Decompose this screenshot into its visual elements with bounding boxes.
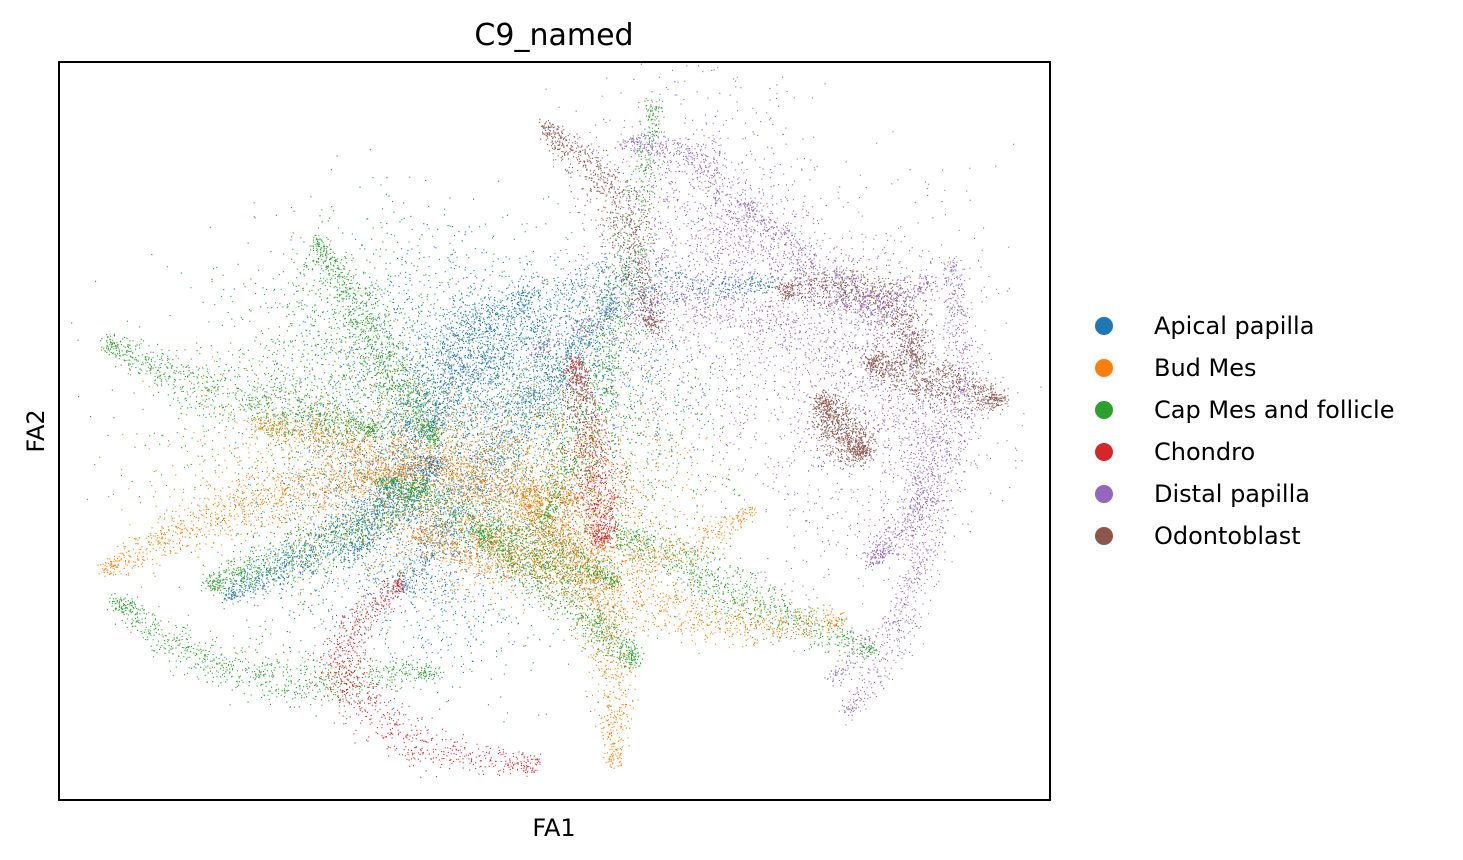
x-axis-label: FA1 [532,814,575,842]
legend-item: Apical papilla [1095,312,1314,340]
series-bud-mes [97,326,848,769]
legend-label: Distal papilla [1154,480,1310,508]
legend-item: Distal papilla [1095,480,1310,508]
legend-marker [1095,443,1113,461]
legend-marker [1095,485,1113,503]
series-cap-mes-and-follicle [71,98,880,711]
legend: Apical papilla Bud Mes Cap Mes and follicl… [1095,312,1394,550]
legend-label: Apical papilla [1154,312,1314,340]
series-points [219,149,783,731]
y-axis-label: FA2 [22,409,50,452]
legend-marker [1095,317,1113,335]
legend-item: Odontoblast [1095,522,1301,550]
plot-frame [58,61,1051,801]
legend-marker [1095,359,1113,377]
legend-item: Cap Mes and follicle [1095,396,1394,424]
legend-label: Odontoblast [1154,522,1301,550]
series-points [97,326,848,769]
legend-marker [1095,401,1113,419]
legend-label: Chondro [1154,438,1255,466]
chart-title: C9_named [474,18,633,53]
legend-item: Chondro [1095,438,1255,466]
legend-label: Bud Mes [1154,354,1257,382]
points-layer [71,63,1042,778]
legend-item: Bud Mes [1095,354,1257,382]
legend-label: Cap Mes and follicle [1154,396,1394,424]
legend-marker [1095,527,1113,545]
series-odontoblast [538,118,1010,470]
series-points [538,118,1010,470]
series-apical-papilla [219,149,783,731]
series-points [71,98,880,711]
